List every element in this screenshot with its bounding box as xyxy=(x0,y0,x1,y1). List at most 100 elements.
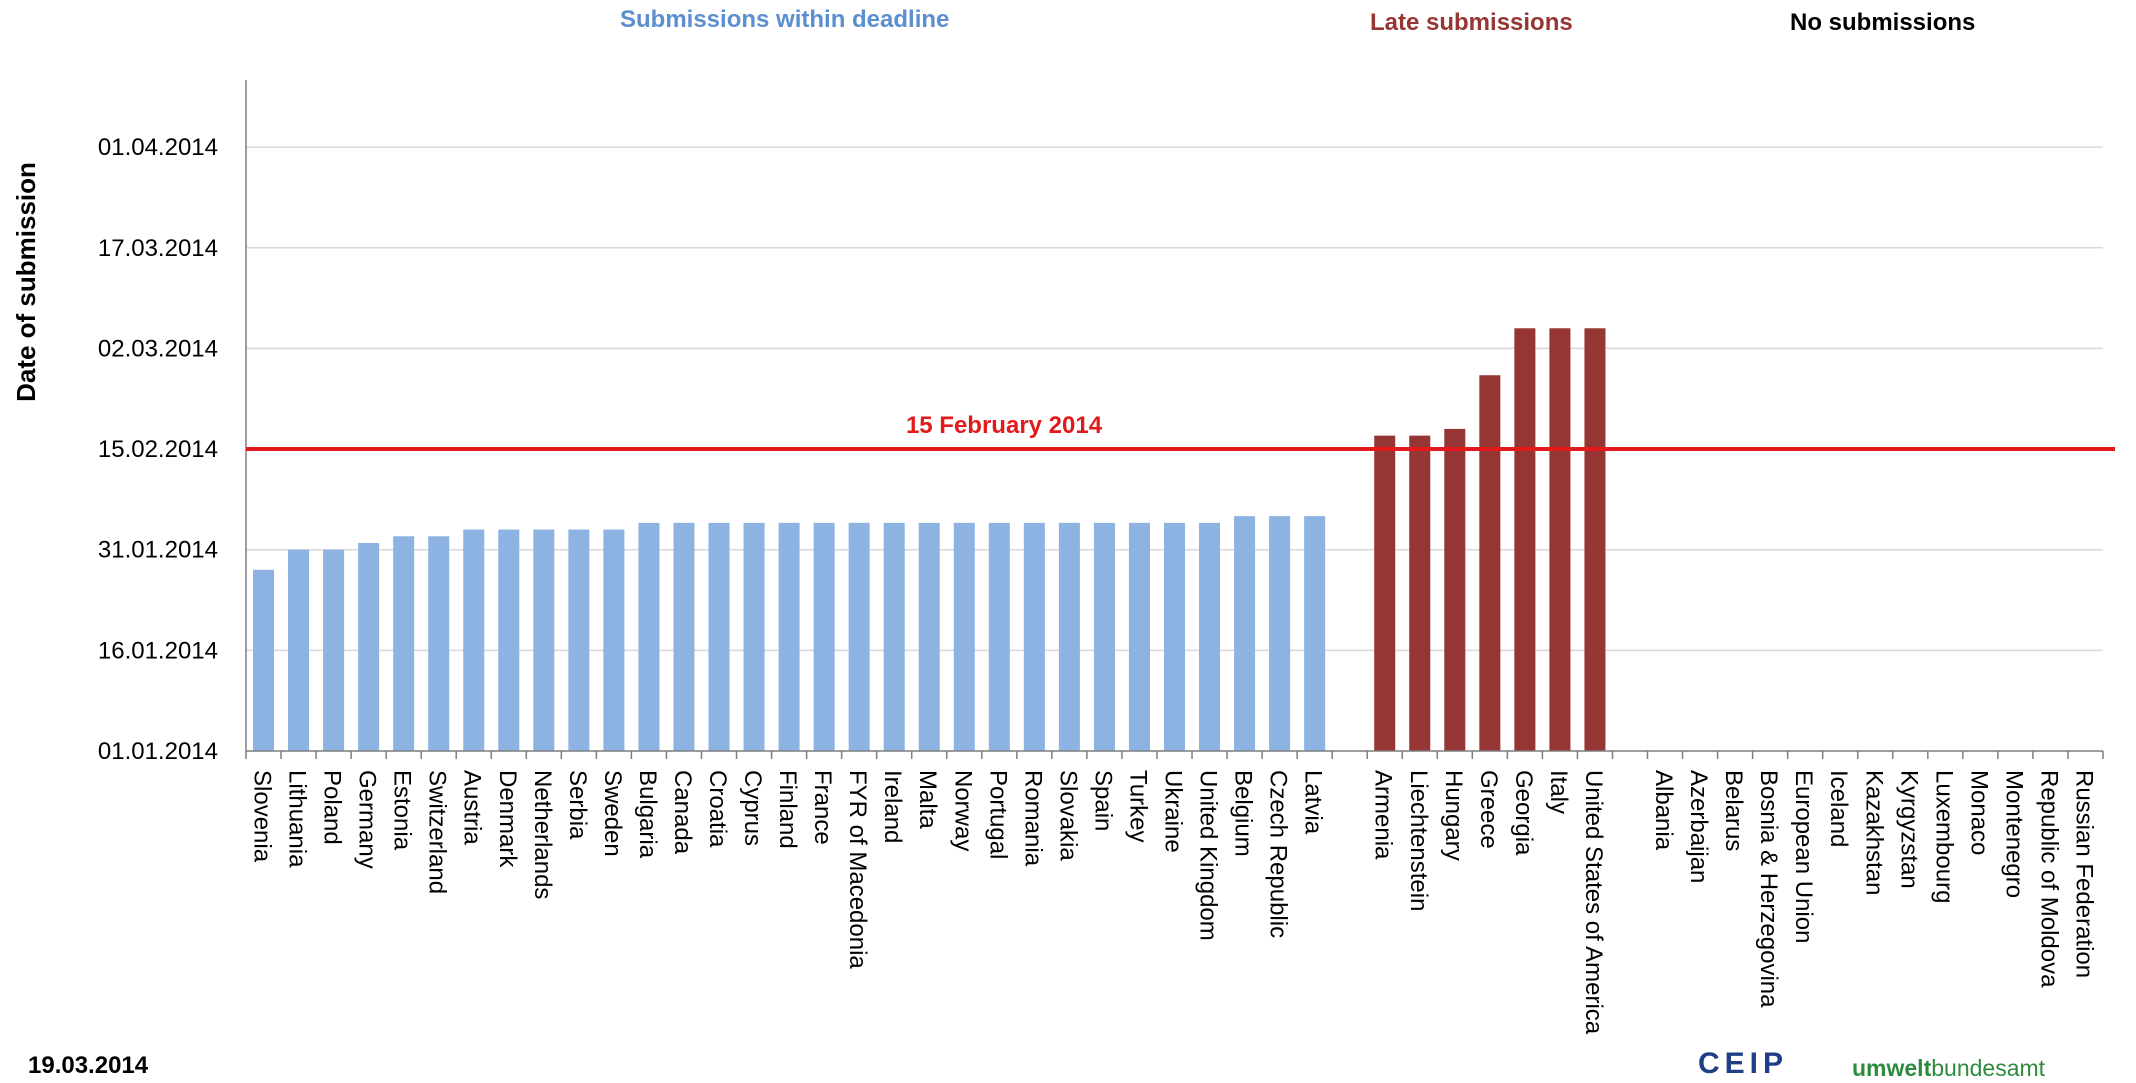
bar-austria xyxy=(463,529,485,751)
x-tick-label: Denmark xyxy=(494,770,521,868)
bar-fyr-of-macedonia xyxy=(848,522,870,751)
y-tick-label: 15.02.2014 xyxy=(98,436,218,463)
bar-united-kingdom xyxy=(1199,522,1221,751)
y-axis-title: Date of submission xyxy=(11,162,41,402)
x-tick-label: Czech Republic xyxy=(1265,770,1292,938)
x-tick-label: Germany xyxy=(354,770,381,869)
bar-latvia xyxy=(1304,516,1326,751)
x-tick-label: Sweden xyxy=(599,770,626,857)
x-tick-label: Kazakhstan xyxy=(1860,770,1887,895)
x-tick-label: Armenia xyxy=(1370,770,1397,860)
x-tick-label: Portugal xyxy=(984,770,1011,859)
bar-finland xyxy=(778,522,800,751)
x-tick-label: Liechtenstein xyxy=(1405,770,1432,911)
bar-germany xyxy=(358,542,380,751)
x-tick-label: Turkey xyxy=(1124,770,1151,842)
logo-uba-bold: umwelt xyxy=(1852,1055,1932,1081)
x-tick-label: Lithuania xyxy=(284,770,311,868)
x-tick-label: Ireland xyxy=(879,770,906,843)
x-tick-label: Cyprus xyxy=(739,770,766,846)
x-tick-label: European Union xyxy=(1790,770,1817,943)
bar-armenia xyxy=(1374,435,1396,751)
group-title-none: No submissions xyxy=(1790,9,1976,36)
x-tick-label: Luxembourg xyxy=(1930,770,1957,903)
bar-slovakia xyxy=(1058,522,1080,751)
x-tick-label: United Kingdom xyxy=(1195,770,1222,941)
bar-lithuania xyxy=(288,549,310,751)
x-tick-label: Montenegro xyxy=(2000,770,2027,898)
x-tick-label: Serbia xyxy=(564,770,591,840)
x-tick-label: Malta xyxy=(914,770,941,829)
x-tick-label: Switzerland xyxy=(424,770,451,894)
bars xyxy=(253,328,1606,751)
bar-denmark xyxy=(498,529,520,751)
x-tick-label: Austria xyxy=(459,770,486,845)
bar-ukraine xyxy=(1163,522,1186,751)
bar-belgium xyxy=(1234,516,1256,751)
bar-italy xyxy=(1549,328,1571,751)
bar-spain xyxy=(1093,522,1115,751)
report-date: 19.03.2014 xyxy=(28,1052,149,1079)
x-tick-label: Azerbaijan xyxy=(1685,770,1712,883)
y-tick-label: 31.01.2014 xyxy=(98,537,218,564)
x-tick-label: United States of America xyxy=(1580,770,1607,1035)
bar-greece xyxy=(1479,375,1501,751)
y-tick-label: 17.03.2014 xyxy=(98,235,218,262)
axes: 01.01.2014 16.01.2014 31.01.2014 15.02.2014… xyxy=(11,80,2104,1035)
y-tick-label: 01.01.2014 xyxy=(98,738,218,765)
bar-georgia xyxy=(1514,328,1536,751)
x-tick-label: Norway xyxy=(949,770,976,851)
x-tick-label: Canada xyxy=(669,770,696,855)
bar-ireland xyxy=(883,522,905,751)
bar-norway xyxy=(953,522,975,751)
x-tick-label: Slovakia xyxy=(1054,770,1081,861)
x-tick-label: Hungary xyxy=(1440,770,1467,861)
bar-sweden xyxy=(603,529,625,751)
bar-united-states-of-america xyxy=(1584,328,1606,751)
x-tick-label: Poland xyxy=(319,770,346,845)
group-title-late: Late submissions xyxy=(1370,9,1573,36)
bar-serbia xyxy=(568,529,590,751)
x-tick-label: Slovenia xyxy=(249,770,276,863)
x-tick-label: Estonia xyxy=(389,770,416,851)
bar-canada xyxy=(673,522,695,751)
x-tick-label: Iceland xyxy=(1825,770,1852,847)
bar-malta xyxy=(918,522,940,751)
x-tick-label: Belgium xyxy=(1230,770,1257,857)
x-tick-label: France xyxy=(809,770,836,845)
bar-cyprus xyxy=(743,522,765,751)
deadline-label: 15 February 2014 xyxy=(906,412,1103,439)
bar-slovenia xyxy=(253,569,275,751)
x-tick-label: Romania xyxy=(1019,770,1046,867)
deadline-marker: 15 February 2014 xyxy=(246,412,2115,452)
bar-turkey xyxy=(1128,522,1150,751)
bar-czech-republic xyxy=(1269,516,1291,751)
bar-france xyxy=(813,522,835,751)
bar-liechtenstein xyxy=(1409,435,1431,751)
bar-netherlands xyxy=(533,529,555,751)
x-tick-label: Belarus xyxy=(1720,770,1747,851)
bar-poland xyxy=(323,549,345,751)
y-tick-label: 01.04.2014 xyxy=(98,134,218,161)
logo-uba-rest: bundesamt xyxy=(1931,1055,2046,1081)
bar-switzerland xyxy=(428,536,450,751)
bar-romania xyxy=(1023,522,1045,751)
x-tick-label: Netherlands xyxy=(529,770,556,899)
x-tick-label: Albania xyxy=(1650,770,1677,851)
x-tick-label: Greece xyxy=(1475,770,1502,849)
x-tick-label: Monaco xyxy=(1965,770,1992,855)
x-tick-label: Russian Federation xyxy=(2070,770,2097,978)
bar-bulgaria xyxy=(638,522,660,751)
y-tick-label: 02.03.2014 xyxy=(98,335,218,362)
umweltbundesamt-logo: umweltbundesamt xyxy=(1852,1055,2045,1082)
x-tick-label: Italy xyxy=(1545,770,1572,814)
x-tick-label: Georgia xyxy=(1510,770,1537,856)
bar-estonia xyxy=(393,536,415,751)
x-tick-label: Spain xyxy=(1089,770,1116,831)
x-tick-label: Bulgaria xyxy=(634,770,661,859)
bar-portugal xyxy=(988,522,1010,751)
bar-croatia xyxy=(708,522,730,751)
x-tick-label: Croatia xyxy=(704,770,731,848)
x-tick-label: Latvia xyxy=(1300,770,1327,835)
